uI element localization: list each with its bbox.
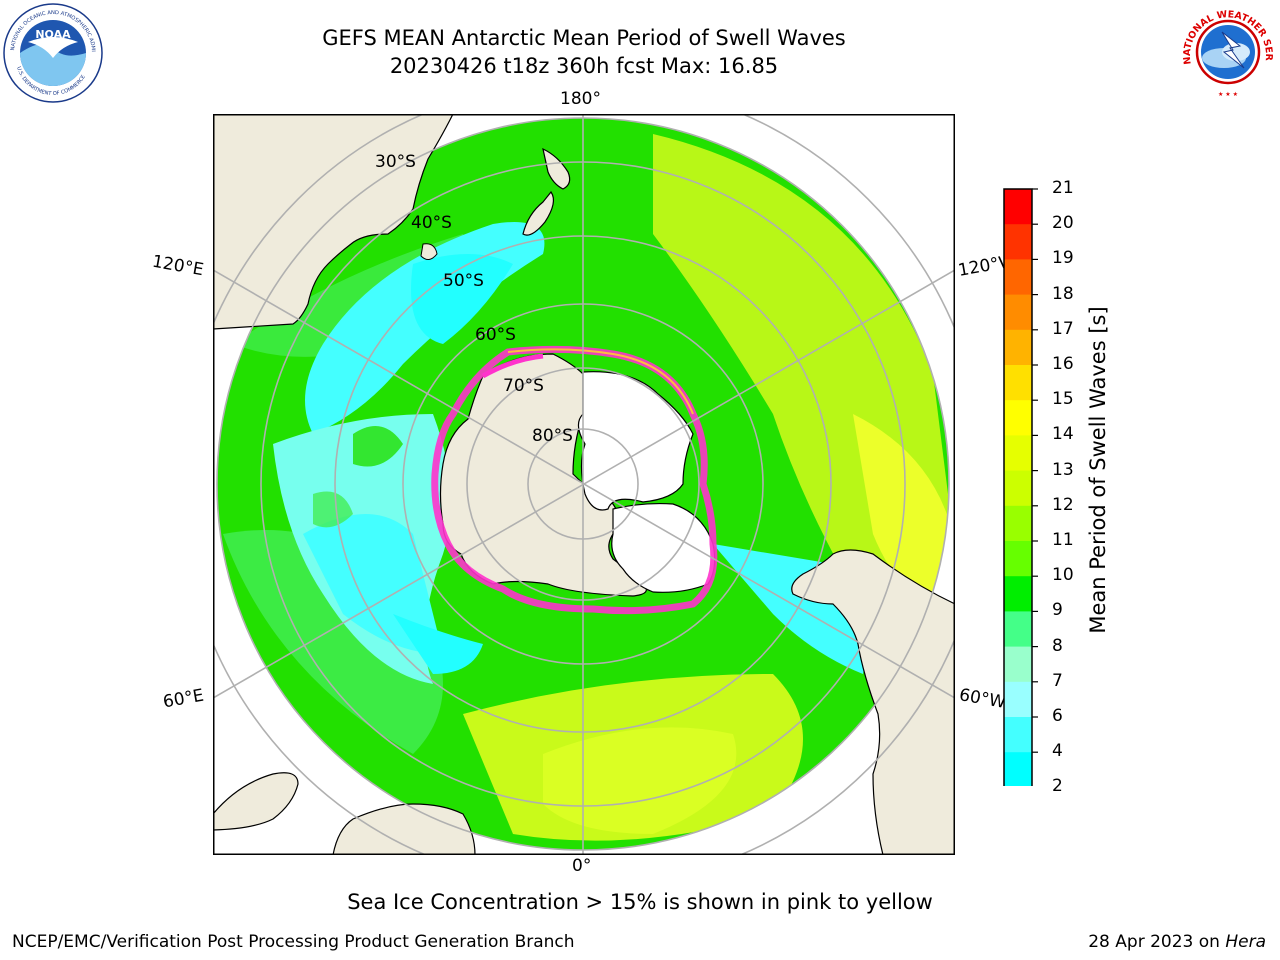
colorbar-segment (1004, 717, 1032, 753)
chart-subtitle: 20230426 t18z 360h fcst Max: 16.85 (389, 54, 779, 78)
colorbar-tick-label: 2 (1052, 776, 1063, 797)
colorbar-tick-label: 12 (1052, 494, 1074, 515)
noaa-logo: NOAA NATIONAL OCEANIC AND ATMOSPHERIC AD… (2, 2, 103, 103)
colorbar-tick-label: 15 (1052, 389, 1074, 410)
colorbar-tick-label: 6 (1052, 706, 1063, 726)
footer-date: 28 Apr 2023 on Hera (1088, 932, 1266, 952)
colorbar (1003, 188, 1038, 786)
chart-title: GEFS MEAN Antarctic Mean Period of Swell… (322, 26, 846, 50)
colorbar-tick-label: 10 (1052, 565, 1074, 586)
colorbar-segment (1004, 259, 1032, 296)
madagascar (213, 772, 299, 831)
colorbar-segment (1004, 646, 1032, 683)
svg-text:★ ★ ★: ★ ★ ★ (1218, 91, 1238, 98)
south-america (791, 549, 955, 855)
lon-label-0: 0° (572, 856, 592, 876)
colorbar-segment (1004, 505, 1032, 542)
lat-label-60s: 60°S (475, 325, 516, 345)
colorbar-tick-label: 14 (1052, 424, 1074, 445)
colorbar-tick-label: 13 (1052, 459, 1074, 480)
colorbar-tick-label: 18 (1052, 283, 1074, 304)
lat-label-30s: 30°S (375, 152, 416, 172)
colorbar-segment (1004, 400, 1032, 436)
footer-credit: NCEP/EMC/Verification Post Processing Pr… (12, 932, 575, 952)
colorbar-tick-label: 11 (1052, 530, 1074, 550)
colorbar-segment (1004, 576, 1032, 612)
lon-label-120e: 120°E (150, 251, 206, 281)
colorbar-label: Mean Period of Swell Waves [s] (1086, 306, 1110, 634)
lon-label-180: 180° (560, 89, 601, 109)
lat-label-70s: 70°S (503, 376, 544, 396)
colorbar-segment (1004, 365, 1032, 401)
colorbar-segment (1004, 294, 1032, 331)
footer-date-text: 28 Apr 2023 on (1088, 932, 1226, 952)
graticule (213, 114, 955, 855)
colorbar-tick-label: 7 (1052, 670, 1063, 691)
australia (213, 114, 454, 330)
lat-label-40s: 40°S (411, 213, 452, 233)
sea-ice-note: Sea Ice Concentration > 15% is shown in … (347, 890, 933, 914)
colorbar-segment (1004, 470, 1032, 507)
lat-label-80s: 80°S (532, 426, 573, 446)
colorbar-segment (1004, 435, 1032, 472)
colorbar-tick-label: 19 (1052, 248, 1074, 269)
colorbar-tick-label: 17 (1052, 318, 1074, 339)
nws-logo: NATIONAL WEATHER SERVICE ★ ★ ★ (1178, 2, 1276, 100)
africa (332, 803, 476, 855)
new-zealand (522, 147, 571, 236)
colorbar-tick-label: 8 (1052, 635, 1063, 656)
colorbar-segment (1004, 224, 1032, 260)
colorbar-segment (1004, 611, 1032, 648)
colorbar-tick-label: 9 (1052, 600, 1063, 621)
colorbar-segment (1004, 541, 1032, 577)
colorbar-tick-label: 20 (1052, 213, 1074, 234)
antarctica (439, 353, 716, 597)
colorbar-tick-label: 21 (1052, 178, 1074, 198)
lon-label-60e: 60°E (161, 685, 206, 713)
svg-text:NOAA: NOAA (35, 28, 71, 41)
colorbar-tick-label: 16 (1052, 354, 1074, 374)
colorbar-segment (1004, 329, 1032, 366)
polar-map: 30°S 40°S 50°S 60°S 70°S 80°S (213, 114, 955, 855)
colorbar-segment (1004, 189, 1032, 225)
footer-machine: Hera (1225, 932, 1266, 952)
colorbar-segment (1004, 752, 1032, 786)
colorbar-segment (1004, 681, 1032, 718)
lat-label-50s: 50°S (443, 271, 484, 291)
colorbar-tick-label: 4 (1052, 741, 1063, 762)
